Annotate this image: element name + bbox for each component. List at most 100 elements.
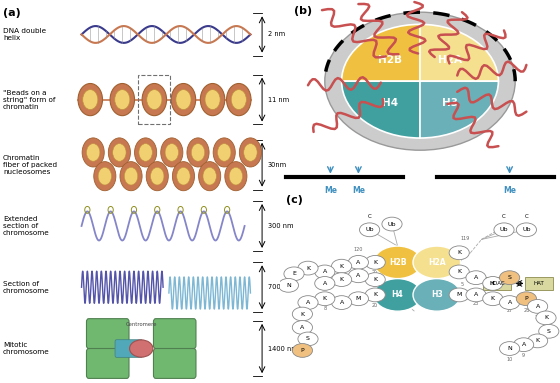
Text: 16: 16 bbox=[299, 318, 306, 323]
Text: A: A bbox=[339, 300, 344, 305]
Circle shape bbox=[134, 138, 157, 167]
Circle shape bbox=[466, 288, 486, 302]
Text: N: N bbox=[286, 283, 291, 288]
Circle shape bbox=[292, 307, 312, 321]
FancyBboxPatch shape bbox=[115, 340, 143, 357]
Wedge shape bbox=[342, 25, 420, 81]
Text: S: S bbox=[508, 275, 511, 280]
Text: (b): (b) bbox=[294, 6, 312, 16]
Text: K: K bbox=[373, 260, 377, 265]
Text: HAT: HAT bbox=[534, 281, 544, 286]
Text: P: P bbox=[525, 296, 528, 301]
Circle shape bbox=[325, 12, 515, 150]
Text: 12: 12 bbox=[305, 346, 311, 351]
Text: K: K bbox=[323, 296, 327, 301]
Circle shape bbox=[449, 288, 469, 302]
Text: H2A: H2A bbox=[438, 55, 461, 65]
Circle shape bbox=[213, 138, 235, 167]
Text: 2 nm: 2 nm bbox=[268, 31, 285, 38]
Circle shape bbox=[165, 144, 179, 161]
Text: K: K bbox=[491, 281, 495, 286]
Circle shape bbox=[113, 144, 126, 161]
Circle shape bbox=[365, 288, 385, 302]
Circle shape bbox=[82, 138, 104, 167]
Text: S: S bbox=[306, 336, 310, 342]
FancyBboxPatch shape bbox=[525, 277, 553, 290]
Circle shape bbox=[292, 321, 312, 334]
Text: Me: Me bbox=[503, 186, 516, 195]
Text: (c): (c) bbox=[286, 195, 302, 205]
Circle shape bbox=[332, 296, 352, 309]
Text: Ub: Ub bbox=[365, 227, 374, 232]
Text: M: M bbox=[456, 292, 462, 298]
Circle shape bbox=[413, 279, 460, 311]
Circle shape bbox=[494, 223, 514, 237]
Text: A: A bbox=[356, 260, 361, 265]
Circle shape bbox=[147, 90, 162, 110]
Text: A: A bbox=[356, 273, 361, 278]
Circle shape bbox=[139, 144, 152, 161]
Circle shape bbox=[229, 167, 242, 185]
Circle shape bbox=[225, 162, 247, 191]
Circle shape bbox=[86, 144, 100, 161]
Circle shape bbox=[110, 83, 134, 116]
Text: 30nm: 30nm bbox=[268, 162, 287, 168]
Text: 1400 nm: 1400 nm bbox=[268, 345, 298, 352]
Text: H3: H3 bbox=[431, 290, 442, 300]
Text: 700 nm: 700 nm bbox=[268, 284, 293, 290]
FancyBboxPatch shape bbox=[153, 319, 196, 349]
Text: H2B: H2B bbox=[379, 55, 402, 65]
Text: Ub: Ub bbox=[500, 227, 508, 232]
Wedge shape bbox=[342, 81, 420, 138]
Circle shape bbox=[315, 265, 335, 279]
Text: (a): (a) bbox=[3, 8, 21, 18]
Text: Ub: Ub bbox=[522, 227, 531, 232]
Text: 20: 20 bbox=[372, 270, 379, 275]
Circle shape bbox=[315, 277, 335, 290]
FancyBboxPatch shape bbox=[86, 319, 129, 349]
Circle shape bbox=[298, 332, 318, 346]
Text: K: K bbox=[544, 315, 548, 321]
Circle shape bbox=[516, 292, 536, 306]
Text: 9: 9 bbox=[522, 353, 525, 358]
Circle shape bbox=[500, 342, 520, 355]
Circle shape bbox=[292, 344, 312, 357]
Circle shape bbox=[239, 138, 262, 167]
Circle shape bbox=[78, 83, 102, 116]
Text: S: S bbox=[547, 329, 550, 334]
Text: A: A bbox=[306, 300, 310, 305]
Text: M: M bbox=[356, 296, 361, 301]
Circle shape bbox=[83, 90, 98, 110]
Text: Mitotic
chromosome: Mitotic chromosome bbox=[3, 342, 50, 355]
Circle shape bbox=[332, 259, 352, 273]
Text: C: C bbox=[525, 214, 528, 219]
Circle shape bbox=[161, 138, 183, 167]
Circle shape bbox=[483, 277, 503, 290]
Circle shape bbox=[203, 167, 216, 185]
Text: A: A bbox=[521, 342, 526, 347]
Circle shape bbox=[151, 167, 164, 185]
Text: K: K bbox=[457, 250, 461, 255]
Circle shape bbox=[298, 261, 318, 275]
Circle shape bbox=[449, 246, 469, 260]
Circle shape bbox=[536, 311, 556, 325]
Text: 14: 14 bbox=[534, 315, 541, 321]
Text: H2B: H2B bbox=[389, 258, 407, 267]
Circle shape bbox=[171, 83, 195, 116]
Circle shape bbox=[365, 255, 385, 269]
Text: A: A bbox=[323, 281, 327, 286]
Text: Extended
section of
chromosome: Extended section of chromosome bbox=[3, 216, 50, 236]
Circle shape bbox=[199, 162, 221, 191]
Circle shape bbox=[108, 138, 130, 167]
Circle shape bbox=[244, 144, 257, 161]
Text: Centromere: Centromere bbox=[125, 322, 157, 327]
Circle shape bbox=[120, 162, 142, 191]
Text: K: K bbox=[339, 277, 344, 282]
Text: A: A bbox=[535, 304, 540, 309]
Text: K: K bbox=[339, 264, 344, 269]
Circle shape bbox=[483, 292, 503, 306]
Text: 20: 20 bbox=[372, 303, 379, 308]
Circle shape bbox=[231, 90, 246, 110]
Text: C: C bbox=[502, 214, 506, 219]
Circle shape bbox=[360, 223, 380, 237]
